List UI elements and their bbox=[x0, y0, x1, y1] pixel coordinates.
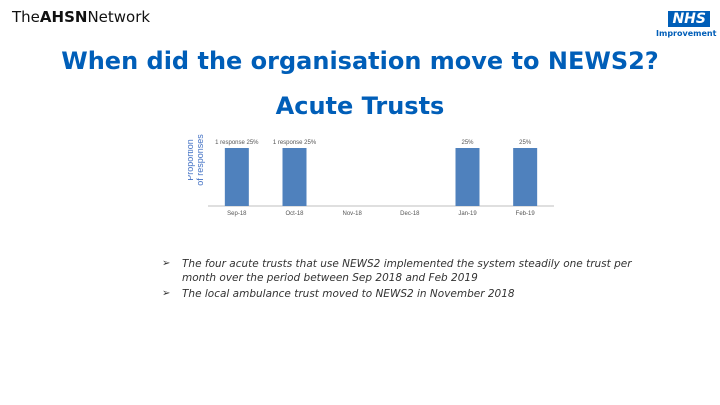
x-tick-label: Sep-18 bbox=[227, 211, 247, 217]
x-tick-label: Jan-19 bbox=[458, 211, 477, 217]
bar bbox=[282, 148, 307, 206]
brand-logo: TheAHSNNetwork bbox=[12, 8, 150, 26]
nhs-badge: NHS bbox=[668, 11, 710, 27]
y-axis-label: Proportionof responses bbox=[188, 134, 205, 186]
bar bbox=[224, 148, 249, 206]
arrow-bullet-icon: ➢ bbox=[162, 288, 171, 299]
bar bbox=[513, 148, 538, 206]
nhs-logo-sub: Improvement bbox=[656, 29, 717, 38]
x-tick-label: Nov-18 bbox=[342, 211, 362, 217]
bullet-item: ➢ The local ambulance trust moved to NEW… bbox=[162, 287, 662, 301]
bullet-text: The local ambulance trust moved to NEWS2… bbox=[182, 288, 515, 300]
data-label: 1 response 25% bbox=[273, 140, 317, 146]
data-label: 25% bbox=[519, 140, 532, 146]
page-subtitle: Acute Trusts bbox=[275, 92, 445, 120]
page-title: When did the organisation move to NEWS2? bbox=[61, 47, 659, 75]
bar-chart: Proportionof responses 1 response 25% Sep-… bbox=[188, 134, 554, 217]
bullet-item: ➢ The four acute trusts that use NEWS2 i… bbox=[162, 257, 662, 285]
x-tick-label: Oct-18 bbox=[285, 211, 304, 217]
bullet-list: ➢ The four acute trusts that use NEWS2 i… bbox=[162, 257, 662, 303]
bar bbox=[455, 148, 480, 206]
bullet-text: The four acute trusts that use NEWS2 imp… bbox=[182, 258, 632, 284]
brand-prefix: The bbox=[12, 8, 40, 26]
arrow-bullet-icon: ➢ bbox=[162, 258, 171, 269]
brand-bold: AHSN bbox=[39, 8, 88, 26]
x-tick-label: Feb-19 bbox=[516, 211, 536, 217]
data-label: 1 response 25% bbox=[215, 140, 259, 146]
nhs-improvement-logo: NHS Improvement bbox=[656, 10, 717, 38]
data-label: 25% bbox=[461, 140, 474, 146]
x-tick-label: Dec-18 bbox=[400, 211, 420, 217]
brand-suffix: Network bbox=[87, 8, 151, 26]
